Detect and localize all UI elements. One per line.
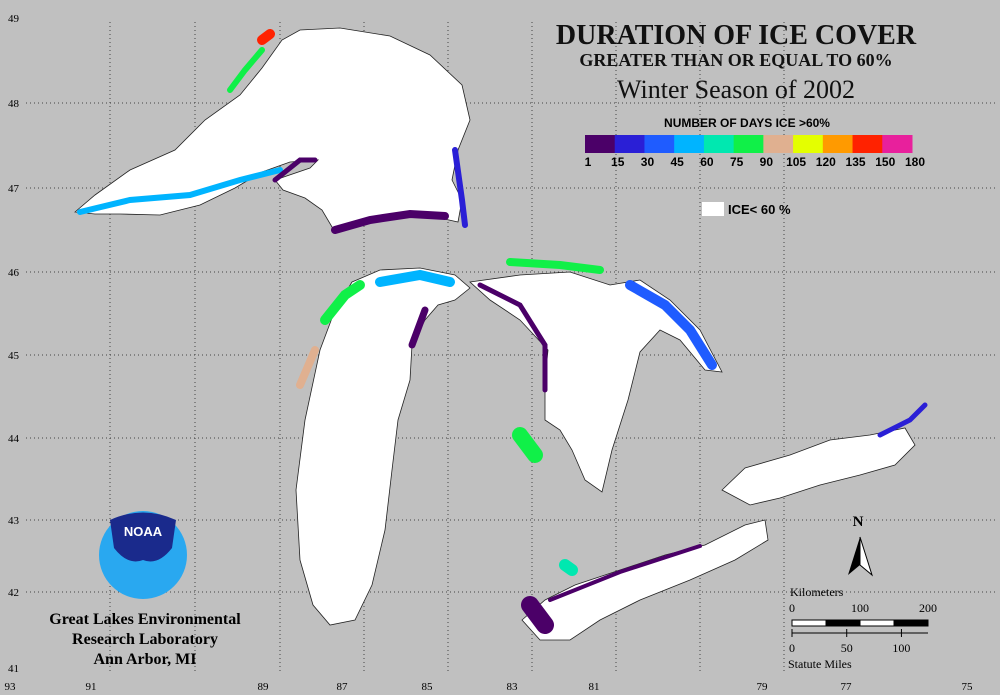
ice-band [477, 282, 548, 393]
scale-label: 0 [789, 601, 795, 615]
legend-label: 60 [700, 155, 714, 169]
scale-segment [791, 619, 827, 627]
scale-label: 200 [919, 601, 937, 615]
season: Winter Season of 2002 [617, 75, 855, 104]
legend-label: 1 [585, 155, 592, 169]
latitude-label: 45 [8, 350, 20, 362]
ice-band [452, 147, 468, 228]
latitude-label: 42 [8, 587, 19, 599]
legend-swatch [674, 135, 705, 153]
latitude-label: 43 [8, 515, 20, 527]
ice-band [272, 157, 318, 183]
legend-swatch [852, 135, 883, 153]
legend-swatch [822, 135, 854, 153]
compass-arrow [848, 537, 860, 575]
latitude-label: 41 [8, 663, 19, 675]
legend-label: 75 [730, 155, 744, 169]
scale-segment [825, 619, 861, 627]
scale-label: 100 [892, 641, 910, 655]
latitude-label: 47 [8, 183, 20, 195]
ice-band [257, 29, 275, 45]
legend-label: 15 [611, 155, 625, 169]
scale-label: 100 [851, 601, 869, 615]
lab-line: Research Laboratory [72, 631, 218, 648]
ice-band [512, 427, 543, 463]
lab-line: Ann Arbor, MI [94, 651, 197, 668]
scale-bar: 0 100 200 0 50 100 [789, 601, 937, 655]
legend-label: 150 [875, 155, 895, 169]
legend-label: 180 [905, 155, 925, 169]
latitude-label: 49 [8, 13, 20, 25]
legend-swatch [585, 135, 616, 153]
legend-label: 45 [671, 155, 685, 169]
scale-segment [859, 619, 895, 627]
longitude-label: 81 [589, 681, 600, 693]
longitude-label: 91 [86, 681, 97, 693]
ice-band [320, 280, 365, 325]
scale-title: Statute Miles [788, 657, 852, 671]
lakes [74, 27, 916, 641]
compass-label: N [853, 514, 864, 530]
title: DURATION OF ICE COVER [556, 20, 917, 51]
logo-bird [110, 512, 176, 562]
longitude-label: 87 [337, 681, 349, 693]
legend-label: 105 [786, 155, 806, 169]
legend-swatch [793, 135, 824, 153]
legend-label: 90 [760, 155, 774, 169]
ice-band [548, 544, 702, 602]
lab-line: Great Lakes Environmental [49, 611, 241, 628]
longitude-label: 79 [757, 681, 769, 693]
legend-swatch [763, 135, 794, 153]
longitude-label: 85 [422, 681, 434, 693]
ice-band [521, 596, 554, 634]
legend-swatch [733, 135, 764, 153]
lake-erie [521, 519, 769, 641]
ice-bands [77, 29, 928, 634]
ice-band [625, 280, 717, 370]
ice-band [77, 167, 283, 215]
latitude-label: 44 [8, 433, 20, 445]
legend-swatch [882, 135, 913, 153]
subtitle: GREATER THAN OR EQUAL TO 60% [579, 50, 892, 70]
ice-band [506, 258, 604, 274]
logo-text: NOAA [124, 524, 163, 539]
latitude-label: 48 [8, 98, 20, 110]
noaa-logo: NOAA [99, 511, 187, 599]
longitude-label: 83 [507, 681, 519, 693]
ice-band [375, 269, 455, 287]
lake-ontario [721, 427, 916, 506]
longitude-label: 77 [841, 681, 853, 693]
ice-band [227, 47, 265, 93]
legend-label: 30 [641, 155, 655, 169]
lake-michigan [295, 267, 471, 626]
ice-band [877, 402, 928, 438]
ice-band [559, 559, 578, 576]
scale-label: 50 [841, 641, 853, 655]
low-ice-label: ICE< 60 % [728, 202, 791, 217]
legend-swatch [614, 135, 645, 153]
scale-label: 0 [789, 641, 795, 655]
longitude-label: 75 [962, 681, 974, 693]
latitude-label: 46 [8, 267, 20, 279]
legend-label: 120 [816, 155, 836, 169]
ice-band [331, 209, 449, 234]
longitude-label: 93 [5, 681, 17, 693]
ice-band [296, 346, 319, 389]
legend-swatch [644, 135, 675, 153]
scale-title: Kilometers [790, 585, 844, 599]
compass-arrow [859, 536, 873, 577]
legend-title: NUMBER OF DAYS ICE >60% [664, 116, 830, 130]
scale-segment [893, 619, 929, 627]
low-ice-swatch [702, 202, 724, 216]
legend-label: 135 [846, 155, 866, 169]
ice-band [408, 306, 429, 349]
legend-swatch [703, 135, 735, 153]
longitude-label: 89 [258, 681, 270, 693]
legend: 1 15 30 45 60 75 90 105 120 135 150 180 [585, 135, 925, 169]
